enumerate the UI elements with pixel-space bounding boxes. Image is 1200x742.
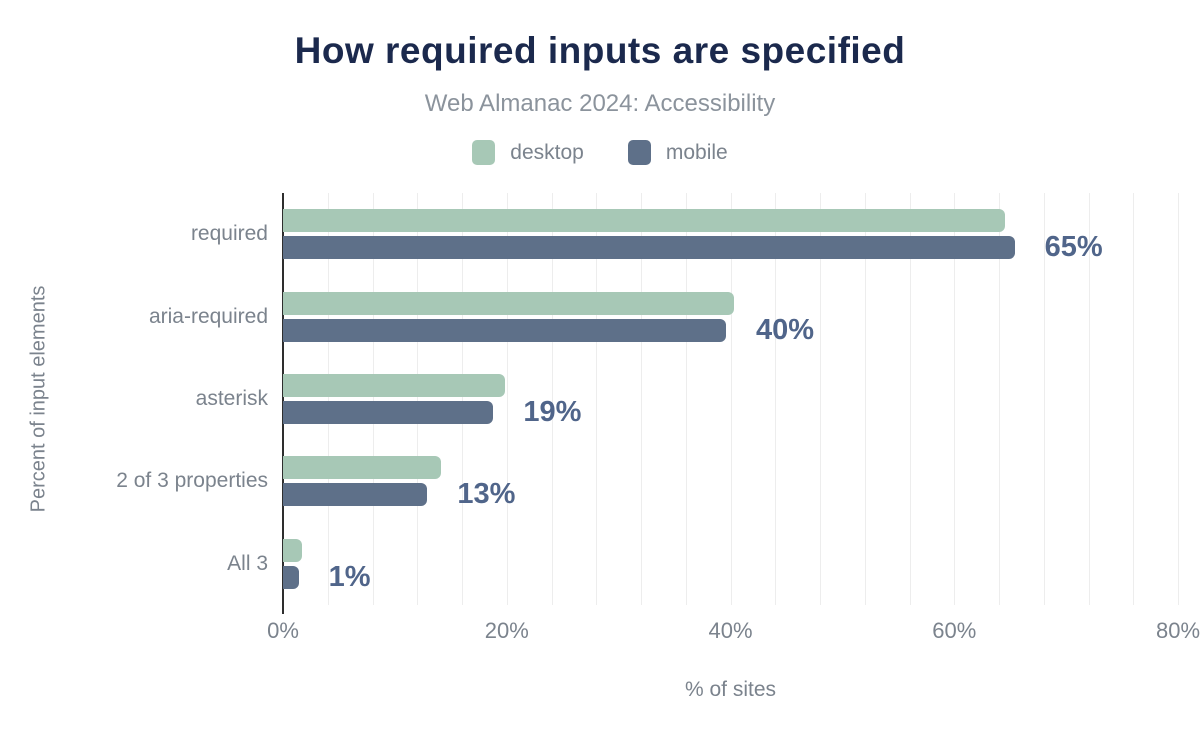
mobile-bar-line: 13% [283, 478, 1178, 511]
gridline [462, 193, 463, 605]
gridline [999, 193, 1000, 605]
value-label: 65% [1044, 231, 1103, 264]
gridline [596, 193, 598, 605]
x-tick-label: 40% [708, 618, 753, 643]
x-tick-label: 80% [1155, 618, 1200, 643]
gridline [551, 193, 553, 605]
gridline [1043, 193, 1045, 605]
gridline [820, 193, 821, 605]
mobile-bar [283, 318, 727, 342]
chart-title: How required inputs are specified [294, 30, 906, 71]
category-row: All 3 1% [227, 523, 1178, 605]
gridline [1088, 193, 1090, 605]
bar-rows: required 65% aria-required 40% asterisk 19% 2 … [116, 193, 1178, 605]
category-row: required 65% [191, 193, 1178, 275]
legend-label-mobile: mobile [665, 140, 728, 164]
gridline [909, 193, 911, 605]
gridline [775, 193, 777, 605]
mobile-bar [283, 483, 428, 507]
category-label: 2 of 3 properties [116, 469, 268, 493]
y-axis-title: Percent of input elements [27, 285, 50, 513]
x-axis-title: % of sites [684, 678, 777, 701]
value-label: 40% [756, 313, 815, 346]
desktop-bar-line [283, 538, 1178, 562]
mobile-bar-line: 19% [283, 396, 1178, 429]
legend-label-desktop: desktop [510, 140, 584, 164]
gridline [372, 193, 374, 605]
gridline [730, 193, 732, 605]
desktop-bar-line [283, 209, 1178, 233]
desktop-bar-line [283, 291, 1178, 315]
legend: desktop mobile [0, 140, 1200, 165]
mobile-bar [283, 401, 494, 425]
category-row: aria-required 40% [149, 275, 1178, 357]
desktop-bar-line [283, 456, 1178, 480]
desktop-swatch-icon [472, 140, 496, 165]
category-label: All 3 [227, 551, 268, 575]
desktop-bar [283, 456, 441, 480]
gridline [641, 193, 642, 605]
x-tick-label: 0% [267, 618, 299, 643]
x-tick-label: 20% [484, 618, 529, 643]
gridlines [283, 193, 1179, 605]
mobile-bar-line: 40% [283, 313, 1178, 346]
gridline [685, 193, 687, 605]
desktop-bar-line [283, 374, 1178, 398]
gridline [1133, 193, 1135, 605]
value-label: 19% [523, 396, 582, 429]
legend-item-desktop: desktop [472, 140, 584, 165]
mobile-bar-line: 1% [283, 560, 1178, 593]
x-axis-ticks: 0% 20% 40% 60% 80% [267, 618, 1200, 644]
category-row: asterisk 19% [196, 358, 1178, 440]
category-label: required [190, 222, 268, 246]
gridline [506, 193, 508, 605]
category-label: asterisk [195, 387, 268, 411]
category-row: 2 of 3 properties 13% [116, 440, 1178, 522]
category-label: aria-required [148, 304, 268, 328]
desktop-bar [283, 291, 734, 315]
desktop-bar [283, 209, 1005, 233]
mobile-bar [283, 565, 299, 589]
mobile-swatch-icon [627, 140, 651, 165]
gridline [864, 193, 866, 605]
x-tick-label: 60% [932, 618, 977, 643]
plot-area: required 65% aria-required 40% asterisk 19% 2 … [116, 193, 1179, 614]
gridline [1178, 193, 1179, 605]
mobile-bar-line: 65% [283, 231, 1178, 264]
chart-subtitle: Web Almanac 2024: Accessibility [424, 90, 776, 117]
value-label: 13% [457, 478, 516, 511]
gridline [327, 193, 329, 605]
desktop-bar [283, 374, 505, 398]
mobile-bar [283, 236, 1015, 260]
desktop-bar [283, 538, 303, 562]
gridline [417, 193, 419, 605]
value-label: 1% [328, 560, 371, 593]
legend-item-mobile: mobile [627, 140, 728, 165]
gridline [954, 193, 956, 605]
